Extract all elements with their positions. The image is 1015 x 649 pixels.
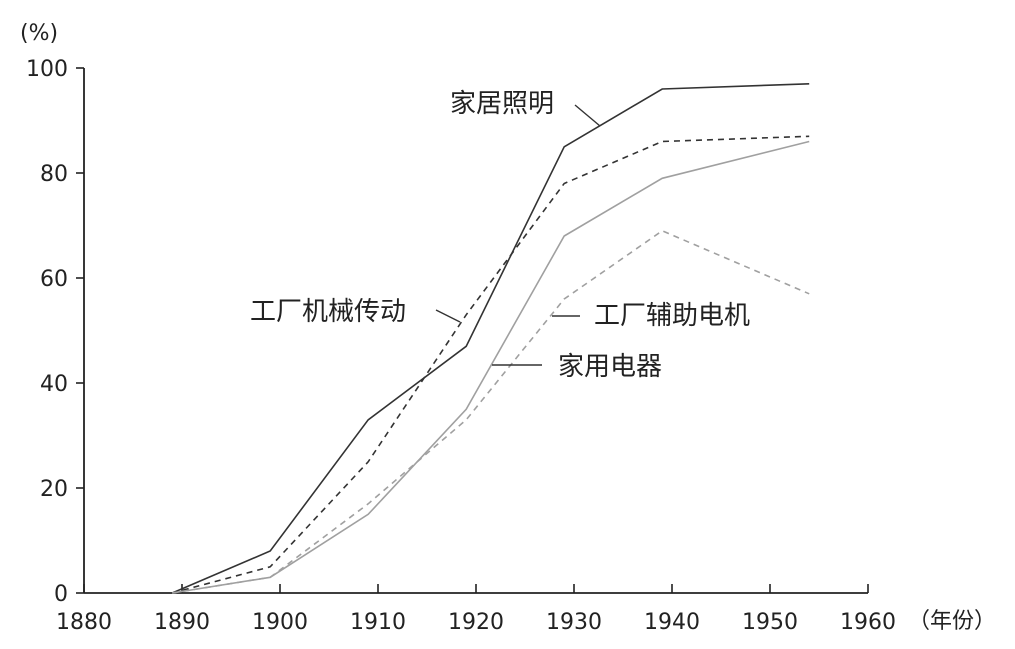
y-tick-label: 40 — [40, 372, 68, 397]
x-tick-label: 1890 — [154, 610, 210, 635]
y-axis-unit-label: (%) — [20, 21, 58, 46]
y-tick-label: 0 — [54, 582, 68, 607]
series-label-leader-household-lighting — [574, 104, 601, 127]
x-axis-unit-label: （年份） — [908, 609, 996, 634]
x-tick-label: 1880 — [56, 610, 112, 635]
series-label-household-appliances: 家用电器 — [558, 352, 662, 382]
series-label-factory-machine-drive: 工厂机械传动 — [250, 297, 406, 327]
series-label-factory-auxiliary-motors: 工厂辅助电机 — [594, 301, 750, 331]
series-line-factory-auxiliary-motors — [172, 229, 810, 594]
y-tick-label: 20 — [40, 477, 68, 502]
series-label-household-lighting: 家居照明 — [450, 89, 554, 119]
x-tick-label: 1900 — [252, 610, 308, 635]
x-axis-ticks: 1880 1890 1900 1910 1920 1930 1940 1950 1960 — [56, 584, 896, 635]
y-tick-label: 80 — [40, 162, 68, 187]
series-labels: 家居照明 工厂机械传动 工厂辅助电机 家用电器 — [250, 89, 750, 382]
series-line-factory-machine-drive — [171, 135, 810, 594]
x-tick-label: 1960 — [840, 610, 896, 635]
axes: 0 20 40 60 80 100 1880 1890 1900 1910 1920 1930 194… — [20, 21, 996, 635]
series-label-leader-factory-machine-drive — [435, 309, 461, 323]
x-tick-label: 1910 — [350, 610, 406, 635]
x-tick-label: 1930 — [546, 610, 602, 635]
x-tick-label: 1920 — [448, 610, 504, 635]
y-axis-ticks: 0 20 40 60 80 100 — [26, 57, 84, 607]
series-lines — [171, 83, 810, 594]
series-line-household-lighting — [171, 83, 810, 594]
y-tick-label: 100 — [26, 57, 68, 82]
x-tick-label: 1950 — [742, 610, 798, 635]
series-line-household-appliances — [172, 140, 810, 594]
y-tick-label: 60 — [40, 267, 68, 292]
x-tick-label: 1940 — [644, 610, 700, 635]
